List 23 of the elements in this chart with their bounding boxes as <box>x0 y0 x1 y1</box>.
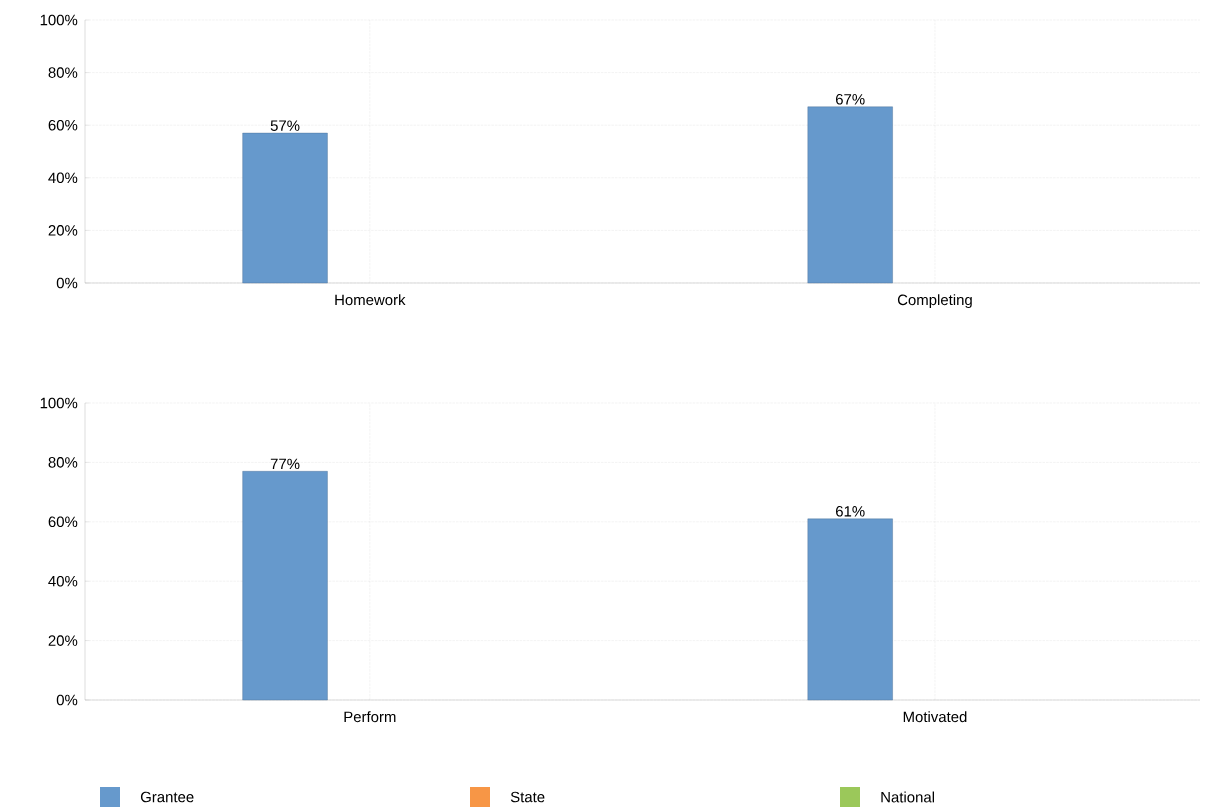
data-label: 61% <box>836 506 865 517</box>
y-tick-label: 100% <box>40 14 78 26</box>
y-tick-label: 60% <box>48 516 78 528</box>
data-label: 67% <box>836 94 865 105</box>
y-tick-label: 80% <box>48 457 78 468</box>
legend-label: Grantee <box>140 791 194 803</box>
y-tick-label: 0% <box>56 277 78 289</box>
y-tick-label: 20% <box>48 635 78 646</box>
legend-label: State <box>510 791 545 803</box>
data-label: 57% <box>270 120 300 131</box>
y-tick-label: 60% <box>48 119 78 131</box>
y-tick-label: 20% <box>48 225 78 236</box>
data-label: 77% <box>270 458 300 470</box>
y-tick-label: 40% <box>48 575 78 587</box>
y-tick-label: 0% <box>56 694 78 706</box>
legend-label: National <box>881 791 934 803</box>
y-tick-label: 80% <box>48 67 78 78</box>
x-tick-label: Motivated <box>903 711 967 723</box>
x-tick-label: Perform <box>344 711 396 723</box>
x-tick-label: Homework <box>335 294 406 306</box>
x-tick-label: Completing <box>897 294 972 309</box>
y-tick-label: 100% <box>40 397 78 409</box>
y-tick-label: 40% <box>48 172 78 184</box>
